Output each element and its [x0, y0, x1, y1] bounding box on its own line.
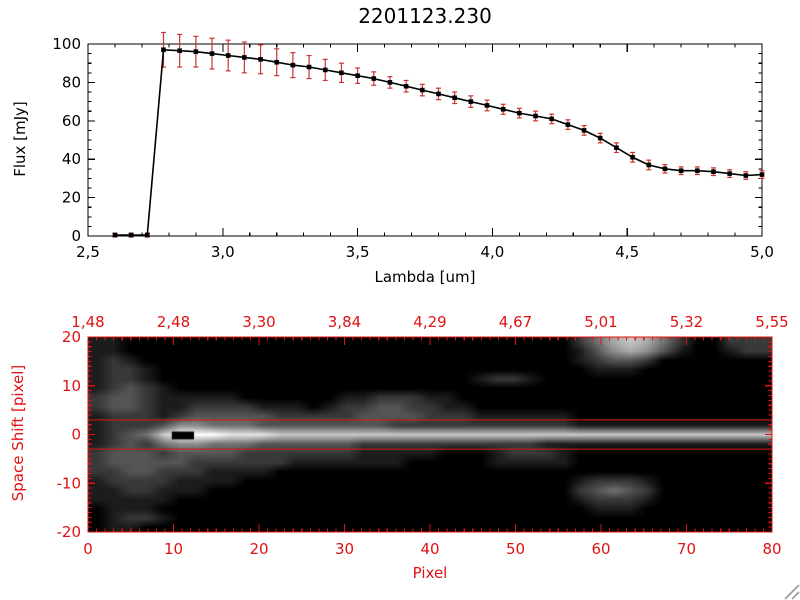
data-point-marker [727, 171, 732, 176]
wavelength-tick-label: 5,55 [755, 313, 788, 331]
data-point-marker [177, 48, 182, 54]
wavelength-tick-label: 4,67 [499, 313, 532, 331]
pixel-tick-label: 0 [83, 540, 93, 558]
pixel-tick-label: 40 [420, 540, 439, 558]
y-tick-label: 60 [62, 112, 81, 130]
x-tick-label: 2,5 [76, 243, 100, 261]
data-point-marker [614, 145, 619, 150]
shift-tick-label: -20 [57, 523, 82, 541]
wavelength-tick-label: 3,84 [328, 313, 361, 331]
x-tick-label: 4,5 [615, 243, 639, 261]
data-point-marker [274, 59, 280, 65]
y-tick-label: 0 [71, 227, 81, 245]
data-point-marker [322, 67, 328, 73]
data-point-marker [420, 87, 425, 93]
resize-grip[interactable] [784, 584, 800, 600]
data-point-marker [549, 116, 555, 122]
data-point-marker [355, 73, 360, 78]
data-point-marker [436, 91, 441, 97]
chart-title: 2201123.230 [358, 4, 492, 28]
data-point-marker [112, 232, 118, 238]
data-point-marker [193, 49, 199, 54]
data-point-marker [145, 232, 150, 238]
pixel-tick-label: 20 [249, 540, 268, 558]
data-point-marker [258, 57, 263, 62]
data-point-marker [403, 83, 409, 89]
pixel-tick-label: 50 [506, 540, 525, 558]
data-point-marker [711, 169, 716, 174]
data-point-marker [209, 51, 215, 56]
data-point-marker [678, 168, 684, 174]
spectrum-tick-labels: 2,5 3,0 3,5 4,0 4,5 5,0 0 20 40 60 80 100 [52, 35, 774, 261]
data-point-marker [290, 62, 296, 68]
pixel-tick-label: 30 [335, 540, 354, 558]
data-point-marker [533, 113, 538, 119]
data-point-marker [484, 103, 490, 108]
x-tick-label: 5,0 [750, 243, 774, 261]
data-point-marker [387, 80, 393, 85]
shift-tick-label: -10 [57, 474, 82, 492]
y-tick-label: 20 [62, 189, 81, 207]
data-point-marker [161, 47, 166, 53]
wavelength-tick-label: 5,01 [584, 313, 617, 331]
spectrum-line [115, 48, 763, 236]
data-point-marker [565, 122, 571, 127]
spectrum-errorbars [112, 31, 765, 238]
data-point-marker [452, 95, 457, 101]
y-tick-label: 100 [52, 35, 81, 53]
x-tick-label: 3,0 [211, 243, 235, 261]
data-point-marker [517, 110, 522, 116]
pixel-tick-label: 80 [762, 540, 781, 558]
y-tick-label: 40 [62, 150, 81, 168]
data-point-marker [597, 135, 603, 141]
data-point-marker [694, 168, 700, 174]
pixel-axis-label: Pixel [412, 564, 448, 582]
data-point-marker [225, 53, 231, 58]
data-point-marker [646, 162, 652, 168]
wavelength-tick-label: 4,29 [413, 313, 446, 331]
shift-tick-label: 0 [71, 426, 81, 444]
pixel-tick-label: 10 [164, 540, 183, 558]
wavelength-tick-label: 2,48 [157, 313, 190, 331]
data-point-marker [128, 232, 134, 238]
x-tick-label: 3,5 [346, 243, 370, 261]
data-point-marker [339, 70, 344, 76]
spectrum-markers [112, 47, 765, 238]
wavelength-tick-label: 1,48 [71, 313, 104, 331]
wavelength-tick-label: 3,30 [242, 313, 275, 331]
data-point-marker [306, 64, 312, 70]
shift-tick-label: 10 [62, 377, 81, 395]
data-point-marker [242, 55, 247, 60]
x-tick-label: 4,0 [480, 243, 504, 261]
data-point-marker [581, 128, 587, 133]
data-point-marker [371, 76, 377, 81]
data-point-marker [759, 172, 765, 177]
spectrum-axes [87, 43, 763, 237]
data-point-marker [662, 166, 668, 172]
data-point-marker [500, 106, 506, 112]
space-shift-axis-label: Space Shift [pixel] [9, 364, 27, 502]
spectral-image-canvas [88, 337, 772, 532]
lambda-axis-label: Lambda [um] [374, 268, 476, 286]
data-point-marker [630, 154, 635, 160]
pixel-tick-label: 70 [677, 540, 696, 558]
y-tick-label: 80 [62, 73, 81, 91]
data-point-marker [743, 173, 749, 178]
data-point-marker [468, 99, 474, 104]
wavelength-tick-label: 5,32 [670, 313, 703, 331]
flux-axis-label: Flux [mJy] [11, 101, 29, 177]
pixel-tick-label: 60 [591, 540, 610, 558]
shift-tick-label: 20 [62, 328, 81, 346]
spectrum-axes-box [87, 43, 763, 237]
